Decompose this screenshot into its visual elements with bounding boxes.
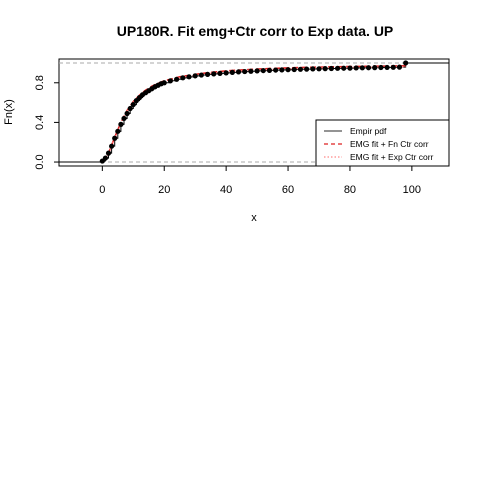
y-axis: 0.0 0.4 0.8 [34,75,60,170]
empir-point [266,67,273,73]
empir-point [235,69,242,75]
chart-title: UP180R. Fit emg+Ctr corr to Exp data. UP [117,23,394,39]
empir-point [186,74,192,80]
empir-point [127,105,133,112]
empir-point [242,68,248,75]
x-tick-label: 100 [403,184,421,196]
empir-point [211,71,217,77]
empir-point [334,65,341,71]
empir-point [347,65,353,71]
empir-point [322,66,328,72]
empir-point [297,66,304,72]
empir-point [285,67,291,73]
empir-point [115,128,121,134]
empir-point [223,70,229,76]
empir-point [328,65,334,72]
empir-point [105,150,112,156]
empir-point [192,73,198,79]
empir-point [316,66,322,72]
x-tick-label: 60 [282,184,294,196]
x-tick-label: 40 [220,184,232,196]
legend-label-fn-ctr: EMG fit + Fn Ctr corr [350,139,429,149]
empir-point [102,155,109,161]
legend: Empir pdf EMG fit + Fn Ctr corr EMG fit … [315,119,450,167]
empir-point [130,101,136,108]
empir-point [273,67,279,73]
legend-box [315,119,450,167]
series-emg-exp-ctr [101,66,406,162]
empir-point [359,65,365,71]
x-tick-label: 0 [99,184,105,196]
empir-point [161,80,167,86]
empir-point [390,64,396,70]
empir-point [365,65,372,71]
points-layer [99,60,409,164]
empir-point [310,66,316,72]
empir-point [254,68,260,74]
legend-label-empir: Empir pdf [350,126,387,136]
y-axis-label: Fn(x) [3,99,15,125]
empir-point [198,72,204,78]
empir-point [396,64,403,70]
empir-point [229,69,235,75]
empir-point [174,76,180,82]
empir-point [124,110,130,117]
y-tick-label: 0.0 [34,154,46,169]
empir-point [341,65,347,71]
y-tick-label: 0.8 [34,75,46,90]
empir-point [353,65,359,71]
empir-point [217,70,223,76]
empir-point [403,60,409,66]
empir-point [248,68,254,74]
empir-point [180,75,186,81]
empir-point [118,121,124,127]
y-tick-label: 0.4 [34,115,46,130]
empir-point [260,67,266,74]
empir-point [121,115,127,122]
empir-point [372,65,378,71]
empir-point [378,64,384,71]
empir-point [304,66,310,72]
x-axis: 0 20 40 60 80 100 [99,165,421,196]
empir-point [279,67,285,73]
empir-point [109,143,115,149]
empir-point [384,64,390,71]
x-tick-label: 20 [158,184,170,196]
empir-point [167,78,174,84]
legend-label-exp-ctr: EMG fit + Exp Ctr corr [350,152,434,162]
x-tick-label: 80 [344,184,356,196]
x-axis-label: x [251,212,257,224]
empir-point [291,66,297,73]
empir-point [112,135,118,141]
empir-point [204,71,211,77]
